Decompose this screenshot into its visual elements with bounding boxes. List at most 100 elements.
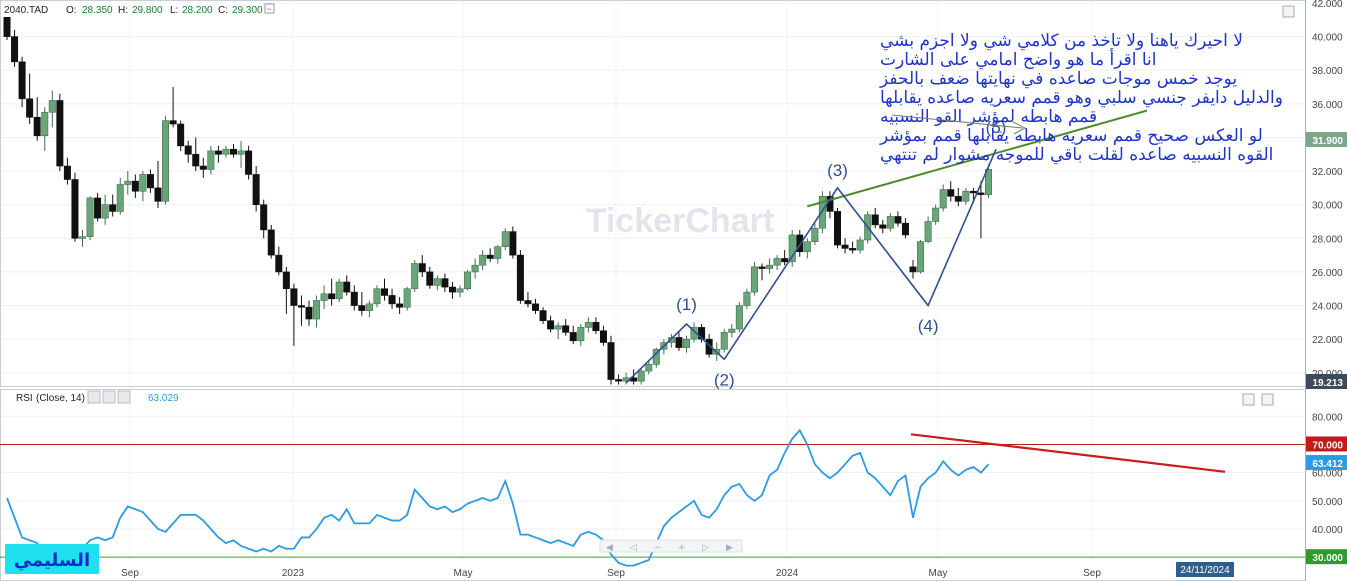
price-tick-label: 28.000 [1312,234,1343,245]
candle-body [750,266,758,293]
candle-body [230,148,238,155]
rsi-indicator [0,428,1305,570]
navigator-icon: ▷ [702,543,709,553]
candle-body [3,16,11,37]
candle-body [116,184,124,212]
x-tick-label: Sep [121,568,139,579]
candle-body [320,293,328,301]
candle-body [796,234,804,253]
candle-body [86,197,94,237]
author-tag-bg [5,544,99,574]
wave-label: (3) [827,161,848,180]
header-close: 29.300 [232,5,263,16]
header-open: 28.350 [82,5,113,16]
maximize-icon[interactable] [1242,393,1255,406]
candle-body [365,303,373,311]
candle-body [192,153,200,167]
candle-body [969,190,977,194]
price-tick-label: 40.000 [1312,33,1343,44]
candle-body [41,111,49,137]
candle-body [758,266,766,269]
rsi-tick-label: 80.000 [1312,412,1343,423]
navigator-icon: ▶ [726,543,733,553]
timeline-navigator[interactable] [599,539,743,553]
close-icon[interactable] [1282,5,1295,18]
candle-body [328,293,336,300]
candle-body [773,258,781,266]
annotation-line: يوجد خمس موجات صاعده في نهايتها ضعف بالح… [879,69,1237,89]
x-tick-label: 2023 [282,568,305,579]
price-tick-label: 38.000 [1312,66,1343,77]
header-bg [2,2,264,17]
last-price-badge-bg [1306,132,1347,147]
candle-body [682,338,690,348]
candle-body [803,241,811,253]
candle-body [267,229,275,256]
candle-body [886,216,894,229]
close-icon[interactable] [1261,393,1274,406]
elliott-wave-labels: (1) (2) (3) (4) (5) [676,118,1006,389]
rsi-tick-label: 60.000 [1312,469,1343,480]
rsi-tick-label: 40.000 [1312,525,1343,536]
candle-body [199,165,207,170]
gear-icon[interactable] [102,390,116,404]
candle-body [48,100,56,113]
close-icon[interactable] [117,390,131,404]
candle-body [343,281,351,293]
candle-body [584,322,592,328]
candle-body [448,286,456,293]
price-tick-label: 26.000 [1312,268,1343,279]
candle-body [637,370,645,382]
eye-icon[interactable] [87,390,101,404]
candle-body [245,150,253,175]
candle-body [154,187,162,202]
rsi-30-badge: 30.000 [1312,553,1343,564]
candle-body [743,291,751,306]
candle-body [380,288,388,296]
candle-body [184,145,192,155]
wave-label: (1) [676,295,697,314]
candle-body [101,204,109,219]
rsi-divergence-trendline [910,433,1226,473]
candle-body [139,174,147,192]
candle-body [426,271,434,286]
candle-body [962,190,970,202]
candle-body [531,303,539,311]
rsi-label: RSI [16,393,33,404]
candle-body [705,338,713,355]
candle-body [63,165,71,180]
candle-body [124,180,132,185]
price-tick-label: 22.000 [1312,335,1343,346]
header-collapse-button[interactable] [264,3,275,14]
candle-body [373,288,381,305]
navigator-icon: − [654,543,662,553]
candle-body [297,305,305,308]
candle-body [818,195,826,229]
header-high: 29.800 [132,5,163,16]
candle-body [781,258,789,263]
price-candles [3,6,992,385]
candle-body [109,204,117,212]
candle-body [675,337,683,348]
candle-body [516,254,524,301]
candle-body [177,123,185,147]
candle-body [509,231,517,256]
candle-body [290,288,298,306]
x-tick-label: May [454,568,473,579]
header-symbol: 2040.TAD [4,5,48,16]
navigator-icon: ◁ [630,543,637,553]
header-low: 28.200 [182,5,213,16]
candle-body [313,300,321,320]
price-tick-label: 30.000 [1312,201,1343,212]
annotation-line: قمم هابطه لمؤشر القو النسبيه [880,107,1097,127]
price-tick-label: 32.000 [1312,167,1343,178]
annotation-line: انا اقرأ ما هو واضح امامي على الشارت [880,48,1156,70]
candle-body [275,254,283,273]
price-tick-label: 24.000 [1312,302,1343,313]
candle-body [403,288,411,308]
annotation-arrow-head [1012,121,1027,135]
candle-body [849,248,857,251]
candle-body [358,305,366,311]
candle-body [162,120,170,202]
candle-body [879,224,887,229]
